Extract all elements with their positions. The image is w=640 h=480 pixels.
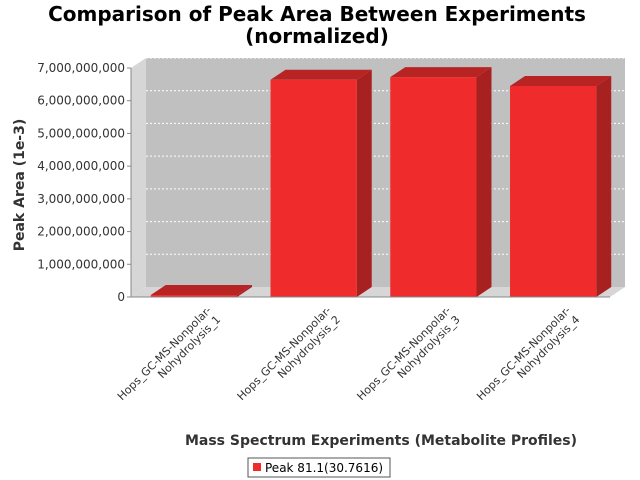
chart-title: Comparison of Peak Area Between Experime…	[48, 2, 586, 48]
y-axis-title: Peak Area (1e-3)	[12, 119, 28, 252]
y-tick-labels: 0 1,000,000,000 2,000,000,000 3,000,000,000…	[37, 61, 131, 304]
bar-front	[390, 77, 477, 297]
bar-side	[356, 69, 372, 297]
chart-title-line-1: Comparison of Peak Area Between Experime…	[48, 2, 586, 26]
y-tick-label: 5,000,000,000	[37, 126, 125, 140]
y-tick-label: 1,000,000,000	[37, 257, 125, 271]
bars	[150, 67, 612, 297]
x-category-label-line: Hops_GC-MS-Nonpolar-	[354, 304, 453, 403]
legend: Peak 81.1(30.7616)	[247, 457, 391, 478]
y-tick-label: 4,000,000,000	[37, 159, 125, 173]
x-category-label-line: Hops_GC-MS-Nonpolar-	[474, 304, 573, 403]
chart-title-line-2: (normalized)	[245, 24, 389, 48]
x-category-label-line: Hops_GC-MS-Nonpolar-	[115, 304, 214, 403]
bar-top	[150, 285, 252, 296]
axes	[130, 68, 610, 298]
bar	[510, 75, 612, 297]
plot-background	[131, 58, 625, 297]
bar	[390, 67, 492, 297]
legend-label: Peak 81.1(30.7616)	[265, 461, 383, 475]
plot-floor	[131, 287, 625, 297]
bar	[150, 285, 252, 297]
legend-box	[247, 457, 391, 478]
x-category-labels: Hops_GC-MS-Nonpolar-Nohydrolysis_1 Hops_G…	[115, 304, 582, 403]
x-category-label: Hops_GC-MS-Nonpolar-Nohydrolysis_4	[474, 304, 582, 403]
plot-back-wall	[146, 58, 625, 287]
bar-front	[150, 295, 237, 297]
bar-side	[476, 67, 492, 297]
y-tick-label: 2,000,000,000	[37, 225, 125, 239]
y-tick-label: 6,000,000,000	[37, 94, 125, 108]
bar-top	[390, 67, 492, 78]
plot-left-wall	[131, 58, 146, 297]
bar	[270, 69, 372, 297]
x-category-label: Hops_GC-MS-Nonpolar-Nohydrolysis_2	[235, 304, 343, 403]
bar-top	[270, 69, 372, 80]
x-category-label: Hops_GC-MS-Nonpolar-Nohydrolysis_3	[354, 304, 462, 403]
y-tick-label: 0	[117, 290, 125, 304]
bar-front	[510, 85, 597, 297]
bar-front	[270, 79, 357, 297]
y-tick-label: 7,000,000,000	[37, 61, 125, 75]
y-tick-label: 3,000,000,000	[37, 192, 125, 206]
legend-swatch	[253, 463, 261, 471]
x-category-label: Hops_GC-MS-Nonpolar-Nohydrolysis_1	[115, 304, 223, 403]
bar-top	[510, 75, 612, 86]
bar-side	[236, 285, 252, 297]
bar-side	[596, 75, 612, 297]
x-axis-title: Mass Spectrum Experiments (Metabolite Pr…	[185, 433, 577, 449]
x-category-label-line: Hops_GC-MS-Nonpolar-	[235, 304, 334, 403]
